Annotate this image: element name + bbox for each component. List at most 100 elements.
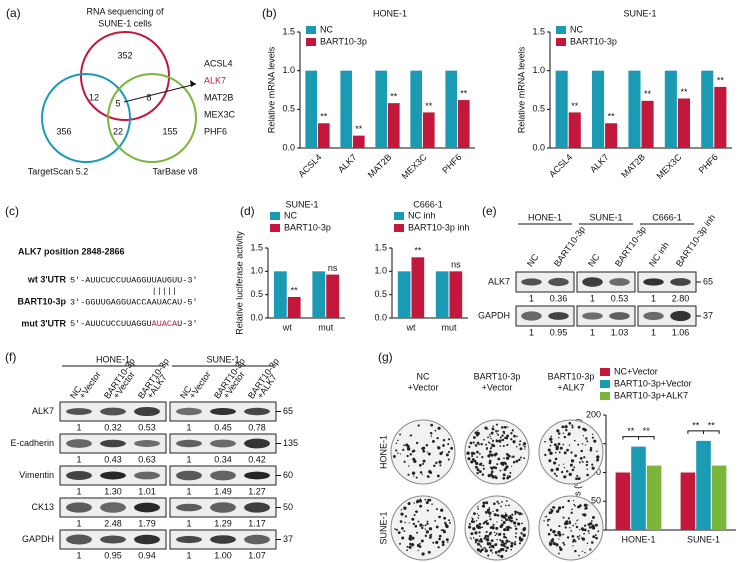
colony	[513, 521, 517, 525]
blot-box	[576, 305, 636, 327]
bar	[591, 70, 605, 148]
colony	[583, 532, 585, 535]
row-label: SUNE-1	[378, 511, 388, 544]
row-label: ALK7	[32, 406, 54, 416]
colony	[562, 533, 565, 536]
colony	[402, 448, 405, 451]
column-label: +ALK7	[557, 382, 584, 392]
colony	[550, 435, 552, 438]
band-value: 1.30	[104, 486, 122, 496]
venn-count: 22	[113, 126, 123, 136]
bar	[631, 446, 646, 530]
colony	[513, 434, 516, 438]
colony	[489, 518, 492, 521]
colony	[581, 550, 584, 552]
colony	[495, 423, 498, 426]
colony	[498, 439, 502, 443]
colony	[591, 433, 594, 436]
colony	[406, 454, 409, 458]
venn-circle	[80, 31, 170, 121]
colony	[472, 527, 476, 531]
colony	[577, 537, 580, 540]
colony	[511, 456, 513, 458]
band	[66, 408, 92, 415]
colony	[590, 541, 594, 544]
legend-swatch	[306, 38, 316, 46]
colony	[561, 470, 564, 474]
bracket	[638, 436, 655, 440]
colony	[586, 460, 589, 463]
colony	[589, 522, 593, 526]
bar	[714, 86, 727, 148]
band	[100, 535, 126, 544]
colony	[581, 460, 584, 463]
colony	[597, 530, 600, 533]
colony	[470, 538, 473, 540]
colony	[509, 471, 512, 474]
colony	[476, 431, 480, 436]
band	[670, 278, 691, 286]
band-value: 0.34	[214, 454, 232, 464]
significance: **	[680, 87, 688, 97]
venn-count: 352	[117, 50, 132, 60]
colony	[510, 519, 513, 523]
colony	[435, 540, 439, 544]
bar	[696, 440, 711, 530]
colony	[503, 535, 506, 539]
x-tick-label: wt	[282, 322, 292, 332]
colony	[504, 512, 507, 514]
colony	[512, 440, 516, 444]
colony	[486, 541, 489, 543]
colony	[557, 442, 561, 446]
colony	[445, 453, 449, 457]
seq: 5'-AUUCUCCUUAGGUUAUGUU-3'	[70, 275, 198, 285]
colony	[431, 503, 433, 505]
row-label: GAPDH	[22, 534, 54, 544]
colony	[474, 541, 477, 544]
gene: ACSL4	[204, 58, 233, 68]
colony	[397, 452, 399, 454]
venn-count: 8	[146, 92, 151, 102]
colony	[501, 501, 503, 503]
row-label: E-cadherin	[10, 438, 54, 448]
colony	[559, 547, 563, 551]
colony	[449, 521, 451, 524]
colony	[428, 527, 433, 531]
colony	[478, 535, 481, 537]
colony	[400, 509, 403, 511]
colony	[583, 456, 586, 459]
band	[134, 440, 160, 447]
colony	[496, 463, 499, 466]
colony	[493, 453, 497, 457]
colony	[484, 547, 487, 550]
colony	[496, 514, 500, 517]
bar	[318, 123, 330, 148]
venn-circle	[41, 73, 131, 163]
colony	[395, 528, 398, 531]
colony	[426, 451, 428, 453]
band-value: 1.79	[138, 518, 156, 528]
colony	[512, 455, 515, 458]
colony	[436, 446, 439, 448]
colony	[447, 438, 451, 441]
legend-swatch	[556, 26, 566, 34]
colony	[442, 438, 446, 442]
colony	[514, 510, 517, 514]
colony	[558, 525, 561, 528]
colony	[482, 467, 485, 470]
colony	[477, 517, 480, 519]
colony	[490, 431, 494, 435]
bar	[410, 70, 422, 148]
colony	[487, 428, 489, 430]
colony	[475, 461, 479, 466]
colony	[561, 506, 565, 509]
colony	[399, 433, 402, 436]
x-tick-label: ACSL4	[296, 152, 323, 179]
venn-circle	[107, 73, 197, 163]
bar	[555, 70, 568, 148]
colony	[506, 453, 510, 457]
size-marker: 50	[283, 502, 293, 512]
colony	[436, 474, 440, 478]
colony	[501, 434, 504, 437]
band-value: 1	[186, 550, 191, 560]
